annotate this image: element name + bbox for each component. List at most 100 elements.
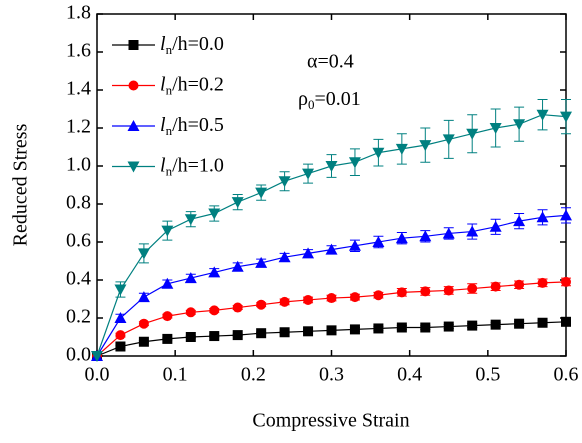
marker [256,299,267,310]
marker [256,328,267,339]
y-tick-label: 1.4 [66,78,91,100]
annotation: α=0.4 [307,51,354,73]
annotation: ρ0=0.01 [298,88,361,112]
legend-marker [127,161,140,173]
marker [513,215,526,227]
marker [396,287,407,298]
marker [162,333,173,344]
marker [514,318,525,329]
marker [138,318,149,329]
marker [279,327,290,338]
marker [443,321,454,332]
marker [489,123,502,134]
x-tick-label: 0.0 [85,364,110,386]
marker [91,351,103,362]
x-tick-label: 0.2 [241,364,266,386]
marker [325,243,338,255]
marker [302,168,315,180]
y-tick-label: 1.0 [66,154,91,176]
legend-label: ln/h=0.0 [160,33,224,57]
marker [161,277,174,289]
marker [325,161,338,172]
marker [561,316,571,327]
marker [514,279,525,290]
legend-label: ln/h=0.2 [160,73,224,97]
y-tick-label: 1.6 [66,40,91,62]
marker [348,239,361,251]
marker [537,277,548,288]
marker [372,147,385,159]
marker [231,197,244,209]
marker [138,336,149,347]
marker [114,312,127,323]
marker [115,330,126,341]
marker [536,211,549,223]
legend-marker [128,80,139,91]
marker [326,293,337,304]
x-tick-label: 0.5 [475,364,500,386]
marker [162,311,173,322]
legend-label: ln/h=0.5 [160,114,224,138]
legend-marker [128,40,139,50]
y-tick-label: 0.6 [66,230,91,252]
marker [302,247,315,259]
marker [232,302,243,313]
marker [560,111,572,123]
marker [442,134,455,146]
marker [513,119,526,131]
marker [184,214,197,226]
marker [373,323,384,334]
marker [466,128,479,140]
y-tick-label: 0.4 [66,268,91,290]
marker [209,331,220,342]
marker [137,248,150,260]
x-tick-label: 0.4 [397,364,422,386]
marker [278,176,291,188]
legend-marker [127,120,140,131]
marker [489,220,502,232]
marker [349,324,360,335]
x-tick-label: 0.6 [554,364,579,386]
marker [561,276,571,287]
legend-label: ln/h=1.0 [160,154,224,178]
y-axis-label: Reduced Stress [10,123,32,246]
marker [115,341,126,352]
marker [395,232,408,244]
marker [255,187,268,199]
marker [419,140,432,152]
marker [536,109,549,121]
marker [537,317,548,328]
marker [420,286,431,297]
y-tick-label: 0.0 [66,344,91,366]
marker [348,157,361,169]
marker [372,236,385,247]
marker [443,285,454,296]
y-tick-label: 0.8 [66,192,91,214]
marker [184,272,197,284]
marker [279,296,290,307]
marker [490,319,501,330]
marker [255,256,268,268]
marker [209,305,220,316]
x-tick-label: 0.1 [163,364,188,386]
marker [467,320,478,331]
marker [326,325,337,336]
y-tick-label: 1.8 [66,2,91,24]
marker [442,227,455,239]
marker [137,291,150,303]
marker [303,294,314,305]
marker [396,322,407,333]
marker [349,292,360,303]
marker [395,143,408,155]
marker [208,266,221,278]
y-tick-label: 1.2 [66,116,91,138]
marker [466,225,479,237]
marker [490,281,501,292]
marker [208,208,221,220]
y-tick-label: 0.2 [66,306,91,328]
marker [185,307,196,318]
x-tick-label: 0.3 [319,364,344,386]
x-axis-label: Compressive Strain [252,410,409,432]
marker [419,230,432,242]
